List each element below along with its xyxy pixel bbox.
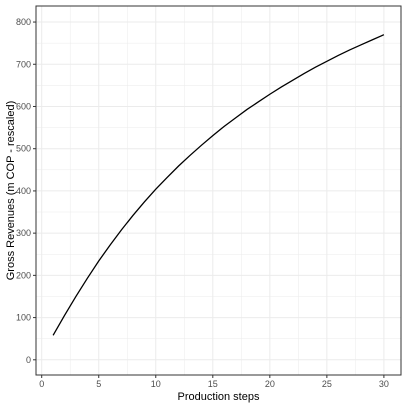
x-tick-label: 15 xyxy=(208,379,218,389)
y-tick-label: 600 xyxy=(16,101,31,111)
y-axis-title: Gross Revenues (m COP - rescaled) xyxy=(5,101,17,281)
y-axis: 0 100 200 300 400 500 600 700 800 xyxy=(16,17,36,365)
x-tick-label: 10 xyxy=(151,379,161,389)
y-tick-label: 0 xyxy=(26,355,31,365)
series-layer xyxy=(52,34,385,336)
x-axis-title: Production steps xyxy=(178,391,260,403)
major-grid xyxy=(36,6,401,375)
y-tick-label: 300 xyxy=(16,228,31,238)
y-tick-label: 100 xyxy=(16,313,31,323)
y-tick-label: 400 xyxy=(16,186,31,196)
y-tick-label: 500 xyxy=(16,144,31,154)
y-tick-label: 700 xyxy=(16,59,31,69)
y-tick-label: 200 xyxy=(16,270,31,280)
x-tick-label: 5 xyxy=(96,379,101,389)
x-tick-label: 0 xyxy=(39,379,44,389)
series-line-0 xyxy=(52,34,385,336)
x-tick-label: 30 xyxy=(379,379,389,389)
y-tick-label: 800 xyxy=(16,17,31,27)
x-tick-label: 25 xyxy=(322,379,332,389)
x-axis: 0 5 10 15 20 25 30 xyxy=(39,375,389,389)
x-tick-label: 20 xyxy=(265,379,275,389)
